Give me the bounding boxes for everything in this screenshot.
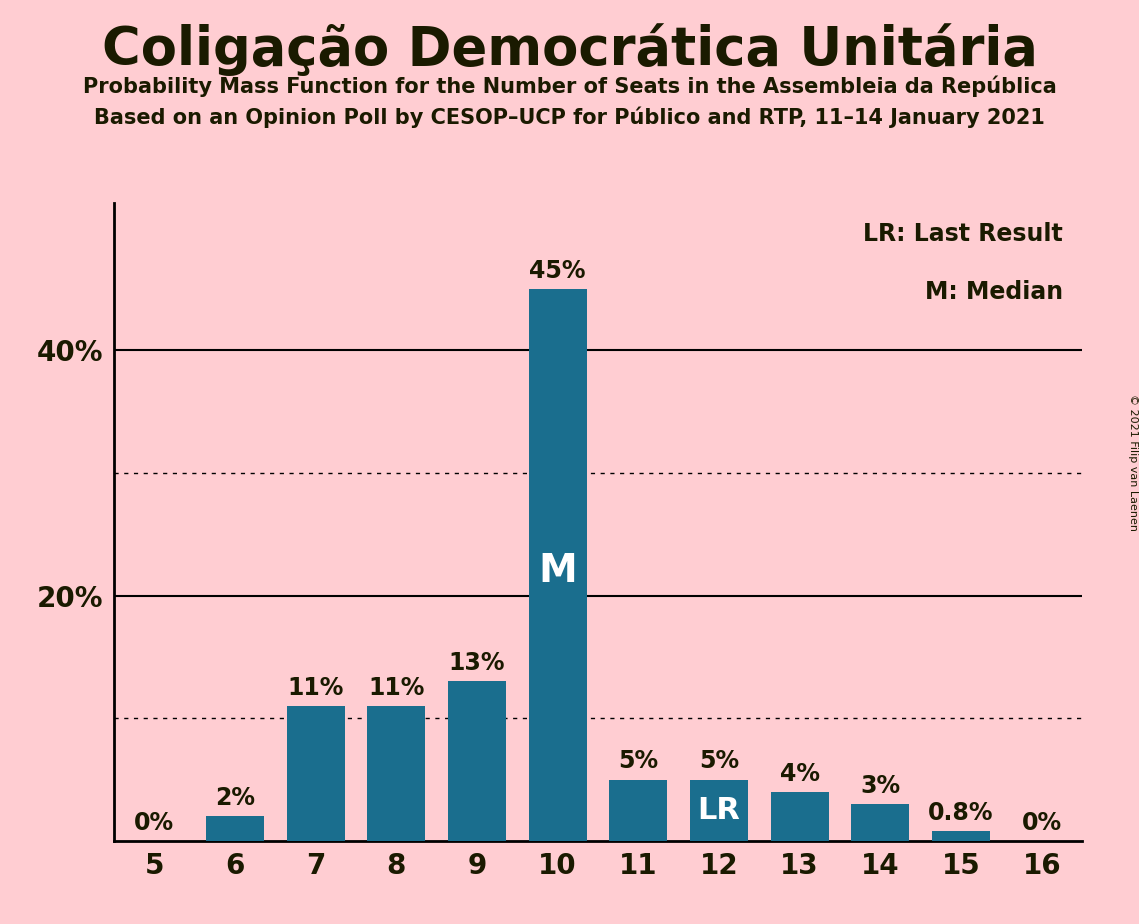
- Text: Probability Mass Function for the Number of Seats in the Assembleia da República: Probability Mass Function for the Number…: [83, 76, 1056, 97]
- Bar: [851, 804, 909, 841]
- Text: LR: LR: [697, 796, 740, 825]
- Bar: [206, 816, 264, 841]
- Bar: [609, 780, 667, 841]
- Text: Based on an Opinion Poll by CESOP–UCP for Público and RTP, 11–14 January 2021: Based on an Opinion Poll by CESOP–UCP fo…: [95, 106, 1044, 128]
- Text: M: Median: M: Median: [925, 280, 1063, 304]
- Bar: [690, 780, 748, 841]
- Bar: [528, 289, 587, 841]
- Text: 0.8%: 0.8%: [928, 801, 994, 825]
- Text: Coligação Democrática Unitária: Coligação Democrática Unitária: [101, 23, 1038, 76]
- Text: 4%: 4%: [780, 761, 820, 785]
- Bar: [367, 706, 425, 841]
- Bar: [932, 831, 990, 841]
- Bar: [287, 706, 345, 841]
- Text: 3%: 3%: [860, 774, 901, 798]
- Text: LR: Last Result: LR: Last Result: [863, 223, 1063, 247]
- Text: 11%: 11%: [368, 675, 425, 699]
- Text: 13%: 13%: [449, 651, 506, 675]
- Bar: [448, 682, 506, 841]
- Text: 0%: 0%: [1022, 810, 1062, 834]
- Text: 11%: 11%: [287, 675, 344, 699]
- Text: 0%: 0%: [134, 810, 174, 834]
- Text: 5%: 5%: [699, 749, 739, 773]
- Bar: [771, 792, 829, 841]
- Text: © 2021 Filip van Laenen: © 2021 Filip van Laenen: [1129, 394, 1138, 530]
- Text: 45%: 45%: [530, 259, 585, 283]
- Text: 5%: 5%: [618, 749, 658, 773]
- Text: M: M: [539, 553, 577, 590]
- Text: 2%: 2%: [215, 786, 255, 810]
